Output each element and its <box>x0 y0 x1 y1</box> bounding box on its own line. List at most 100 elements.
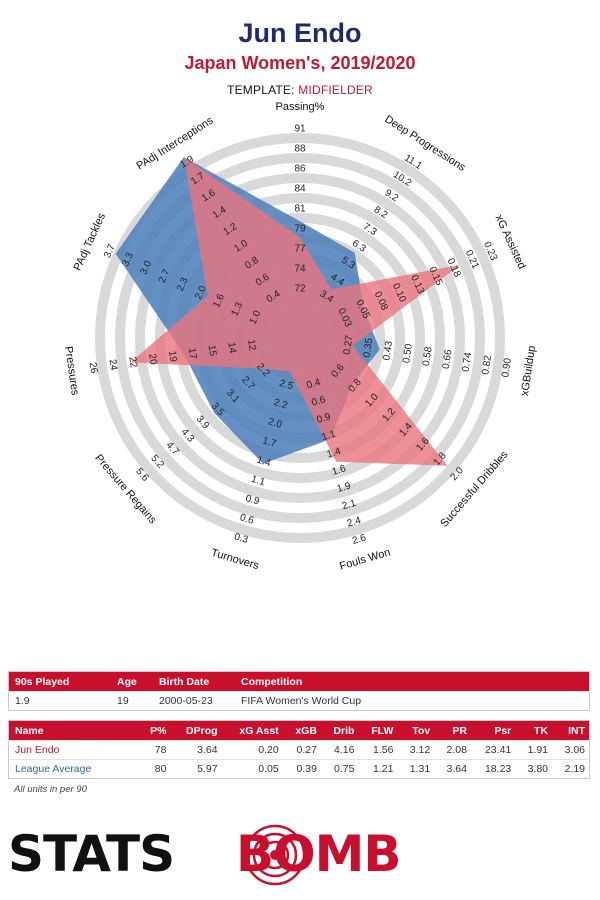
stats-header-cell: Name <box>8 720 139 741</box>
info-cell: 1.9 <box>8 691 111 711</box>
tick-label: 0.27 <box>342 334 356 355</box>
info-header-cell: Age <box>111 671 153 692</box>
stats-header-cell: Drib <box>320 720 359 741</box>
tick-label: 0.4 <box>305 377 322 392</box>
tick-label: 19 <box>166 350 179 363</box>
tick-label: 12 <box>245 339 258 352</box>
axis-label: Pressures <box>62 345 81 396</box>
tick-label: 1.1 <box>250 474 267 489</box>
info-cell: 19 <box>111 691 153 711</box>
stats-header-cell: P% <box>139 720 171 741</box>
tick-label: 3.0 <box>139 259 155 277</box>
logo-target-icon <box>244 824 306 886</box>
tick-label: 0.6 <box>238 512 255 527</box>
tick-label: 2.1 <box>341 498 358 513</box>
stats-cell: 1.21 <box>358 759 398 779</box>
tick-label: 1.0 <box>248 309 264 327</box>
stats-cell: 2.19 <box>552 759 590 779</box>
tick-label: 84 <box>294 184 306 195</box>
tick-label: 3.7 <box>102 242 118 260</box>
team-season: Japan Women's, 2019/2020 <box>184 53 416 73</box>
tick-label: 0.74 <box>461 351 475 372</box>
tick-label: 79 <box>294 224 306 235</box>
stats-cell: 0.05 <box>221 759 283 779</box>
tick-label: 0.58 <box>421 346 435 367</box>
tick-label: 2.2 <box>272 397 289 412</box>
table-row-average: League Average 80 5.97 0.05 0.39 0.75 1.… <box>8 759 590 779</box>
stats-cell: 5.97 <box>170 759 222 779</box>
axis-label: Turnovers <box>210 547 261 573</box>
player-name: Jun Endo <box>238 18 362 48</box>
stats-cell: 80 <box>139 759 171 779</box>
tick-label: 2.4 <box>346 515 363 530</box>
tick-label: 2.3 <box>175 275 191 293</box>
tick-label: 3.3 <box>120 251 136 269</box>
stats-header-cell: xGB <box>282 720 321 741</box>
table-row-player: Jun Endo 78 3.64 0.20 0.27 4.16 1.56 3.1… <box>8 740 590 760</box>
stats-cell: 23.41 <box>470 740 516 760</box>
stats-header-cell: FLW <box>358 720 398 741</box>
radar-ring <box>135 173 465 503</box>
info-cell: FIFA Women's World Cup <box>235 691 590 711</box>
template-label: TEMPLATE: <box>227 83 295 97</box>
stats-cell: 18.23 <box>470 759 516 779</box>
tick-label: 0.9 <box>244 493 261 508</box>
tick-label: 74 <box>294 264 306 275</box>
tick-label: 26 <box>87 361 100 374</box>
stats-cell: 1.56 <box>358 740 398 760</box>
stats-header-cell: TK <box>515 720 553 741</box>
info-header-cell: Competition <box>235 671 590 692</box>
tick-label: 0.43 <box>381 340 395 361</box>
info-table: 90s Played Age Birth Date Competition 1.… <box>8 671 590 711</box>
tick-label: 14 <box>225 342 238 355</box>
tick-label: 1.6 <box>211 292 227 310</box>
tick-label: 1.6 <box>331 463 348 478</box>
tick-label: 1.4 <box>255 455 272 470</box>
tick-label: 2.0 <box>267 416 284 431</box>
axis-label: xG Assisted <box>493 213 528 271</box>
stats-header-cell: Tov <box>397 720 435 741</box>
statsbomb-logo: STATS BOMB <box>8 824 408 888</box>
tick-label: 0.3 <box>233 531 250 546</box>
logo-text-stats: STATS <box>8 825 175 883</box>
stats-header-cell: xG Asst <box>221 720 283 741</box>
tick-label: 22 <box>126 356 139 369</box>
tick-label: 20 <box>146 353 159 366</box>
stats-cell: 1.31 <box>397 759 435 779</box>
stats-cell: 78 <box>139 740 171 760</box>
tick-label: 1.1 <box>321 429 338 444</box>
stats-cell: 2.08 <box>434 740 471 760</box>
stats-cell: 0.75 <box>320 759 359 779</box>
tick-label: 0.66 <box>441 348 455 369</box>
tick-label: 2.7 <box>157 267 173 285</box>
axis-label: Fouls Won <box>338 546 392 572</box>
template-value: MIDFIELDER <box>298 83 373 97</box>
tick-label: 2.5 <box>278 378 295 393</box>
radar-ring <box>115 153 485 523</box>
axis-label: Successful Dribbles <box>438 448 511 529</box>
tick-label: 2.6 <box>351 532 368 547</box>
stats-cell: 1.91 <box>515 740 553 760</box>
tick-label: 0.6 <box>310 394 327 409</box>
info-cell: 2000-05-23 <box>153 691 235 711</box>
stats-cell: League Average <box>8 759 139 779</box>
series-polygon-player <box>130 157 461 466</box>
template-line: TEMPLATE: MIDFIELDER <box>0 83 600 97</box>
stats-cell: 0.20 <box>221 740 283 760</box>
tick-label: 1.7 <box>261 435 278 450</box>
tick-label: 0.50 <box>401 343 415 364</box>
stats-cell: 3.06 <box>552 740 590 760</box>
stats-cell: 3.64 <box>434 759 471 779</box>
tick-label: 15 <box>206 344 219 357</box>
stats-header-cell: INT <box>552 720 590 741</box>
tick-label: 86 <box>294 164 306 175</box>
radar-chart: 727477798184868891Passing%3.44.45.36.37.… <box>62 101 538 573</box>
stats-cell: 4.16 <box>320 740 359 760</box>
stats-cell: 0.27 <box>282 740 321 760</box>
stats-cell: 3.80 <box>515 759 553 779</box>
stats-header-cell: PR <box>434 720 471 741</box>
radar-ring <box>95 133 505 543</box>
axis-label: PAdj Tackles <box>72 211 109 273</box>
axis-label: xGBuildup <box>519 345 538 397</box>
tick-label: 24 <box>107 359 120 372</box>
